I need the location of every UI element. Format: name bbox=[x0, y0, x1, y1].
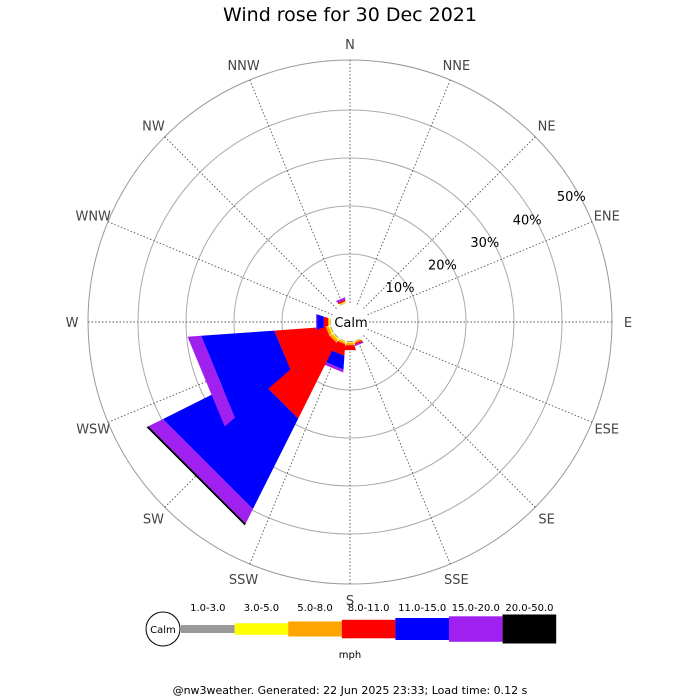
bar-s-1-0-3-0 bbox=[346, 341, 354, 342]
grid-ring bbox=[233, 205, 467, 439]
percent-label-20-: 20% bbox=[428, 259, 457, 274]
chart-title: Wind rose for 30 Dec 2021 bbox=[223, 4, 477, 26]
direction-label-nne: NNE bbox=[443, 59, 471, 74]
percent-labels: 10% 20% 30% 40% 50% bbox=[386, 190, 586, 296]
bar-ssw-8-0-11-0 bbox=[330, 341, 346, 356]
legend-swatch-5-0-8-0 bbox=[288, 621, 342, 637]
calm-circle bbox=[331, 303, 369, 341]
percent-label-30-: 30% bbox=[470, 236, 499, 251]
bar-nnw-8-0-11-0 bbox=[337, 299, 346, 305]
bar-s-5-0-8-0 bbox=[345, 342, 355, 346]
bar-wsw-5-0-8-0 bbox=[325, 326, 332, 336]
bar-wsw-8-0-11-0 bbox=[274, 326, 330, 370]
legend-unit: mph bbox=[339, 650, 361, 661]
direction-label-e: E bbox=[624, 316, 632, 331]
legend-label-15-0-20-0: 15.0-20.0 bbox=[452, 603, 500, 614]
bar-wsw-1-0-3-0 bbox=[330, 326, 334, 333]
bar-sse-15-0-20-0 bbox=[354, 341, 364, 347]
direction-label-ne: NE bbox=[538, 119, 556, 134]
direction-labels: N NNE NE ENE E ESE SE SSE S SSW SW WSW W WNW NW NNW bbox=[66, 38, 633, 609]
calm-label: Calm bbox=[334, 316, 367, 331]
spoke-ese bbox=[367, 328, 593, 423]
bar-sw-8-0-11-0 bbox=[253, 335, 337, 419]
bar-wsw-3-0-5-0 bbox=[328, 326, 333, 334]
direction-label-sse: SSE bbox=[444, 573, 469, 588]
bar-sse-3-0-5-0 bbox=[354, 338, 361, 342]
legend-label-8-0-11-0: 8.0-11.0 bbox=[348, 603, 390, 614]
bar-sse-5-0-8-0 bbox=[354, 339, 362, 344]
bar-sw-11-0-15-0 bbox=[162, 373, 299, 510]
wind-rose-bars bbox=[146, 297, 364, 526]
spoke-sse bbox=[356, 339, 451, 565]
legend-swatch-15-0-20-0 bbox=[449, 616, 503, 642]
bar-ssw-5-0-8-0 bbox=[337, 339, 346, 345]
direction-label-n: N bbox=[345, 38, 355, 53]
bar-sw-3-0-5-0 bbox=[332, 333, 339, 340]
bar-sw-1-0-3-0 bbox=[333, 333, 339, 339]
legend-swatch-1-0-3-0 bbox=[181, 625, 235, 633]
bar-nnw-15-0-20-0 bbox=[336, 297, 346, 303]
bar-w-11-0-15-0 bbox=[317, 314, 324, 330]
bar-w-8-0-11-0 bbox=[323, 316, 329, 328]
legend-label-5-0-8-0: 5.0-8.0 bbox=[297, 603, 332, 614]
speed-legend: Calm mph 1.0-3.0 3.0-5.0 5.0-8.0 8.0-11.0 11… bbox=[145, 603, 557, 661]
bar-sse-8-0-11-0 bbox=[354, 340, 363, 345]
legend-swatch-3-0-5-0 bbox=[234, 623, 289, 635]
bar-s-3-0-5-0 bbox=[346, 342, 354, 343]
bar-sw-5-0-8-0 bbox=[329, 334, 338, 343]
bar-s-8-0-11-0 bbox=[344, 345, 356, 351]
direction-label-nw: NW bbox=[142, 119, 165, 134]
legend-label-11-0-15-0: 11.0-15.0 bbox=[398, 603, 446, 614]
legend-swatch-8-0-11-0 bbox=[341, 619, 396, 639]
bar-w-1-0-3-0 bbox=[330, 318, 331, 326]
direction-label-s: S bbox=[346, 594, 354, 609]
percent-label-50-: 50% bbox=[557, 190, 586, 205]
legend-swatch-20-0-50-0 bbox=[502, 614, 557, 644]
direction-label-wsw: WSW bbox=[76, 422, 110, 437]
footer-status: @nw3weather. Generated: 22 Jun 2025 23:3… bbox=[172, 684, 528, 697]
legend-swatch-11-0-15-0 bbox=[395, 618, 449, 640]
direction-label-sw: SW bbox=[143, 513, 164, 528]
legend-label-20-0-50-0: 20.0-50.0 bbox=[505, 603, 553, 614]
bar-w-3-0-5-0 bbox=[329, 318, 331, 326]
direction-label-ene: ENE bbox=[594, 210, 620, 225]
calm-center: Calm bbox=[331, 303, 369, 341]
bar-w-15-0-20-0 bbox=[316, 314, 318, 330]
bar-w-5-0-8-0 bbox=[328, 318, 330, 326]
bar-wsw-15-0-20-0 bbox=[187, 335, 235, 427]
direction-label-ese: ESE bbox=[594, 422, 619, 437]
bar-ssw-1-0-3-0 bbox=[339, 338, 346, 342]
percent-label-10-: 10% bbox=[386, 281, 415, 296]
bar-nnw-3-0-5-0 bbox=[339, 301, 346, 306]
direction-label-wnw: WNW bbox=[75, 210, 111, 225]
bar-sw-20-0-50-0 bbox=[146, 426, 246, 526]
bar-nnw-5-0-8-0 bbox=[338, 301, 346, 305]
legend-label-1-0-3-0: 1.0-3.0 bbox=[190, 603, 225, 614]
bar-ssw-3-0-5-0 bbox=[339, 338, 346, 343]
bar-nnw-1-0-3-0 bbox=[339, 302, 346, 306]
direction-label-se: SE bbox=[538, 513, 554, 528]
direction-label-w: W bbox=[66, 316, 79, 331]
legend-calm-circle bbox=[145, 611, 181, 647]
direction-label-ssw: SSW bbox=[229, 573, 259, 588]
spoke-nnw bbox=[249, 79, 344, 305]
percent-label-40-: 40% bbox=[513, 214, 542, 229]
legend-calm-label: Calm bbox=[150, 625, 176, 636]
bar-sw-15-0-20-0 bbox=[148, 419, 253, 524]
legend-label-3-0-5-0: 3.0-5.0 bbox=[244, 603, 279, 614]
bar-wsw-11-0-15-0 bbox=[201, 330, 291, 418]
bar-sse-1-0-3-0 bbox=[354, 338, 361, 342]
direction-label-nnw: NNW bbox=[227, 59, 259, 74]
spoke-wnw bbox=[107, 221, 333, 316]
